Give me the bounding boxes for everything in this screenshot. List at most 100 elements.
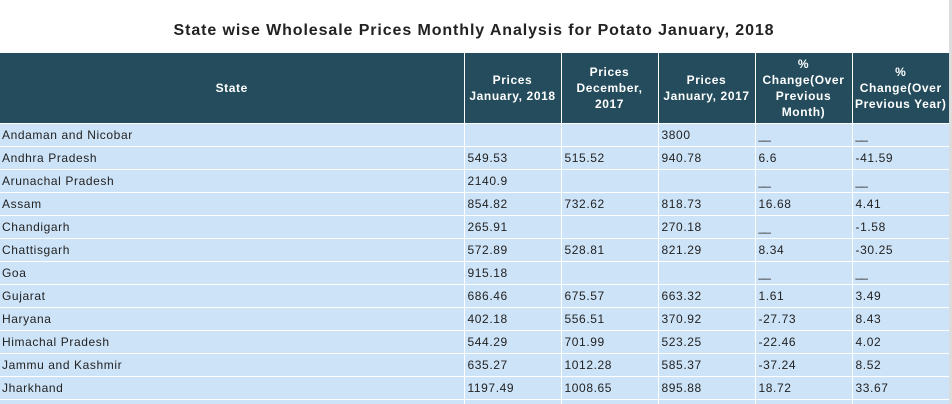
cell-change-year: __ xyxy=(852,261,949,285)
prices-table: State Prices January, 2018 Prices Decemb… xyxy=(0,53,949,404)
cell-change-month-text: -22.46 xyxy=(758,334,797,349)
cell-change-year: 33.67 xyxy=(852,376,949,400)
cell-prices-dec-2017 xyxy=(561,215,659,239)
cell-change-month-text: __ xyxy=(758,127,771,142)
cell-state: Chattisgarh xyxy=(0,238,465,262)
cell-change-year-text: 8.43 xyxy=(855,311,882,326)
cell-state: Arunachal Pradesh xyxy=(0,169,465,193)
cell-prices-dec-2017-text: 732.62 xyxy=(564,196,605,211)
column-header-prices-jan-2018: Prices January, 2018 xyxy=(464,53,562,124)
cell-change-year-text: __ xyxy=(855,127,868,142)
cell-prices-jan-2018-text: 915.18 xyxy=(467,265,508,280)
cell-change-month: __ xyxy=(755,123,853,147)
page-title: State wise Wholesale Prices Monthly Anal… xyxy=(173,22,775,39)
cell-state-text: Andaman and Nicobar xyxy=(2,127,133,142)
column-header-state: State xyxy=(0,53,465,124)
cell-change-year: 4.41 xyxy=(852,192,949,216)
cell-state-text: Arunachal Pradesh xyxy=(2,173,115,188)
cell-prices-dec-2017 xyxy=(561,261,659,285)
column-header-change-previous-month: % Change(Over Previous Month) xyxy=(755,53,853,124)
cell-prices-jan-2017: 523.25 xyxy=(658,330,756,354)
cell-prices-dec-2017: 675.57 xyxy=(561,284,659,308)
cell-prices-jan-2018: 265.91 xyxy=(464,215,562,239)
cell-change-year-text: 4.41 xyxy=(855,196,882,211)
table-body: Andaman and Nicobar 3800 __ __ Andhra Prades… xyxy=(0,123,949,404)
cell-prices-dec-2017 xyxy=(561,123,659,147)
cell-change-year-text: 4.02 xyxy=(855,334,882,349)
cell-state: Jharkhand xyxy=(0,376,465,400)
cell-change-year xyxy=(852,399,949,404)
cell-prices-jan-2018: 402.18 xyxy=(464,307,562,331)
cell-prices-jan-2018: 549.53 xyxy=(464,146,562,170)
cell-change-month: 16.68 xyxy=(755,192,853,216)
cell-change-month-text: 16.68 xyxy=(758,196,792,211)
cell-prices-jan-2018: 854.82 xyxy=(464,192,562,216)
table-header-row: State Prices January, 2018 Prices Decemb… xyxy=(0,53,949,124)
cell-change-year: 4.02 xyxy=(852,330,949,354)
cell-prices-jan-2018: 635.27 xyxy=(464,353,562,377)
cell-change-year: __ xyxy=(852,169,949,193)
cell-prices-jan-2018 xyxy=(464,399,562,404)
cell-change-year: -1.58 xyxy=(852,215,949,239)
cell-change-month: -22.46 xyxy=(755,330,853,354)
table-row: Assam 854.82 732.62 818.73 16.68 4.41 xyxy=(0,192,949,216)
cell-state-text: Jammu and Kashmir xyxy=(2,357,123,372)
cell-change-month: -27.73 xyxy=(755,307,853,331)
cell-change-year-text: -30.25 xyxy=(855,242,894,257)
cell-state-text: Haryana xyxy=(2,311,52,326)
cell-prices-jan-2017 xyxy=(658,261,756,285)
cell-change-year: 8.43 xyxy=(852,307,949,331)
scroll-edge xyxy=(949,0,952,404)
cell-prices-jan-2018-text: 2140.9 xyxy=(467,173,508,188)
cell-change-year: 3.49 xyxy=(852,284,949,308)
cell-prices-jan-2017-text: 585.37 xyxy=(661,357,702,372)
cell-state: Andaman and Nicobar xyxy=(0,123,465,147)
cell-change-month: __ xyxy=(755,215,853,239)
cell-prices-jan-2018-text: 549.53 xyxy=(467,150,508,165)
cell-change-month-text: __ xyxy=(758,265,771,280)
cell-prices-dec-2017: 1008.65 xyxy=(561,376,659,400)
cell-prices-jan-2017-text: 818.73 xyxy=(661,196,702,211)
cell-prices-jan-2017-text: 370.92 xyxy=(661,311,702,326)
cell-change-year-text: __ xyxy=(855,173,868,188)
cell-prices-jan-2017: 3800 xyxy=(658,123,756,147)
cell-prices-jan-2017-text: 3800 xyxy=(661,127,691,142)
column-header-change-previous-year: % Change(Over Previous Year) xyxy=(852,53,949,124)
cell-change-year: 8.52 xyxy=(852,353,949,377)
cell-change-month-text: __ xyxy=(758,219,771,234)
table-row xyxy=(0,399,949,404)
cell-change-month-text: -37.24 xyxy=(758,357,797,372)
cell-prices-jan-2017: 270.18 xyxy=(658,215,756,239)
cell-prices-jan-2017-text: 523.25 xyxy=(661,334,702,349)
table-row: Chattisgarh 572.89 528.81 821.29 8.34 -30.25 xyxy=(0,238,949,262)
cell-change-month-text: 1.61 xyxy=(758,288,785,303)
cell-state: Himachal Pradesh xyxy=(0,330,465,354)
cell-prices-jan-2017-text: 940.78 xyxy=(661,150,702,165)
table-row: Jammu and Kashmir 635.27 1012.28 585.37 -37.… xyxy=(0,353,949,377)
cell-change-month: 6.6 xyxy=(755,146,853,170)
table-row: Arunachal Pradesh 2140.9 __ __ xyxy=(0,169,949,193)
cell-state: Goa xyxy=(0,261,465,285)
cell-prices-jan-2017-text: 270.18 xyxy=(661,219,702,234)
cell-change-year-text: 3.49 xyxy=(855,288,882,303)
cell-state: Chandigarh xyxy=(0,215,465,239)
cell-prices-dec-2017-text: 675.57 xyxy=(564,288,605,303)
cell-state-text: Goa xyxy=(2,265,27,280)
cell-change-year-text: -1.58 xyxy=(855,219,886,234)
cell-change-month: 1.61 xyxy=(755,284,853,308)
cell-state-text: Jharkhand xyxy=(2,380,64,395)
cell-prices-jan-2017-text: 663.32 xyxy=(661,288,702,303)
cell-change-month xyxy=(755,399,853,404)
cell-prices-jan-2018-text: 854.82 xyxy=(467,196,508,211)
column-header-prices-jan-2017: Prices January, 2017 xyxy=(658,53,756,124)
cell-prices-dec-2017: 1012.28 xyxy=(561,353,659,377)
cell-prices-jan-2018: 1197.49 xyxy=(464,376,562,400)
cell-prices-dec-2017 xyxy=(561,399,659,404)
cell-change-month-text: __ xyxy=(758,173,771,188)
cell-prices-jan-2018-text: 635.27 xyxy=(467,357,508,372)
cell-state-text: Himachal Pradesh xyxy=(2,334,110,349)
cell-prices-jan-2017: 818.73 xyxy=(658,192,756,216)
cell-prices-jan-2018-text: 572.89 xyxy=(467,242,508,257)
cell-change-month: 8.34 xyxy=(755,238,853,262)
cell-state: Andhra Pradesh xyxy=(0,146,465,170)
